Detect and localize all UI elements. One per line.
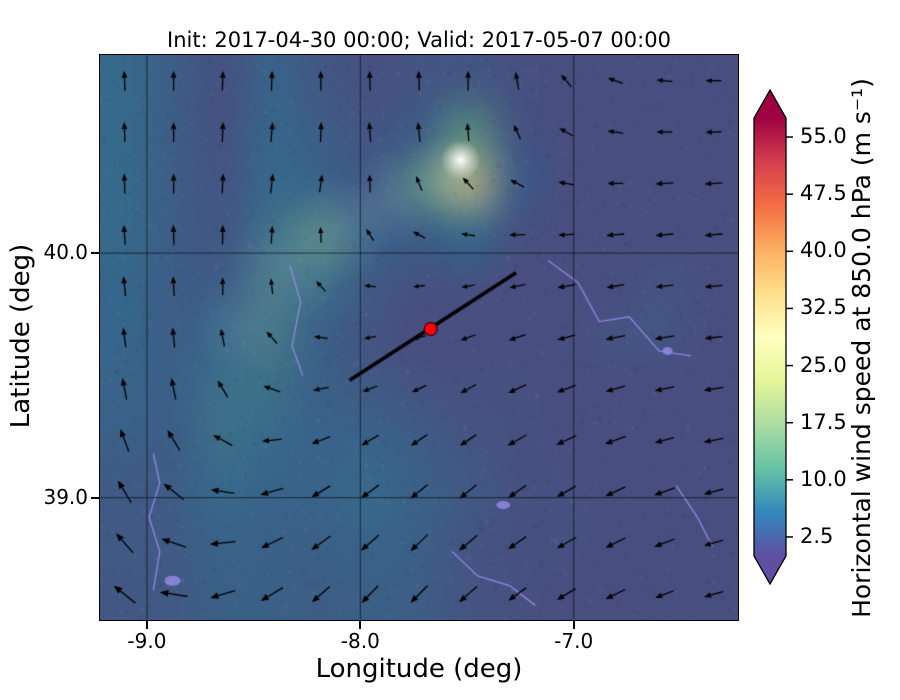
map-plot-area — [98, 53, 739, 621]
colorbar-tick-label: 25.0 — [800, 352, 847, 377]
colorbar-tick-label: 55.0 — [800, 124, 847, 149]
y-tick-label: 40.0 — [43, 240, 88, 265]
colorbar-outline — [753, 88, 787, 586]
x-axis-label: Longitude (deg) — [315, 654, 523, 684]
colorbar-gradient — [754, 118, 786, 556]
colorbar — [753, 88, 793, 586]
colorbar-tick-marks — [786, 136, 793, 538]
colorbar-tick-label: 2.5 — [800, 523, 834, 548]
plot-title: Init: 2017-04-30 00:00; Valid: 2017-05-0… — [167, 28, 671, 52]
x-tick-label: -9.0 — [127, 629, 167, 653]
colorbar-label: Horizontal wind speed at 850.0 hPa (m s⁻… — [847, 78, 876, 618]
wind-map-canvas — [99, 54, 738, 620]
x-tick-mark — [572, 621, 575, 629]
x-tick-label: -7.0 — [554, 629, 594, 653]
x-tick-mark — [145, 621, 148, 629]
y-tick-mark — [91, 252, 99, 255]
colorbar-extend-low-arrow — [754, 556, 786, 584]
x-tick-mark — [359, 621, 362, 629]
colorbar-tick-label: 17.5 — [800, 409, 847, 434]
colorbar-tick-label: 47.5 — [800, 181, 847, 206]
y-tick-label: 39.0 — [43, 484, 88, 509]
y-axis-label: Latitude (deg) — [6, 243, 36, 429]
colorbar-tick-label: 32.5 — [800, 295, 847, 320]
colorbar-tick-label: 40.0 — [800, 238, 847, 263]
y-tick-mark — [91, 496, 99, 499]
colorbar-tick-label: 10.0 — [800, 466, 847, 491]
colorbar-extend-high-arrow — [754, 90, 786, 118]
x-tick-label: -8.0 — [340, 629, 380, 653]
